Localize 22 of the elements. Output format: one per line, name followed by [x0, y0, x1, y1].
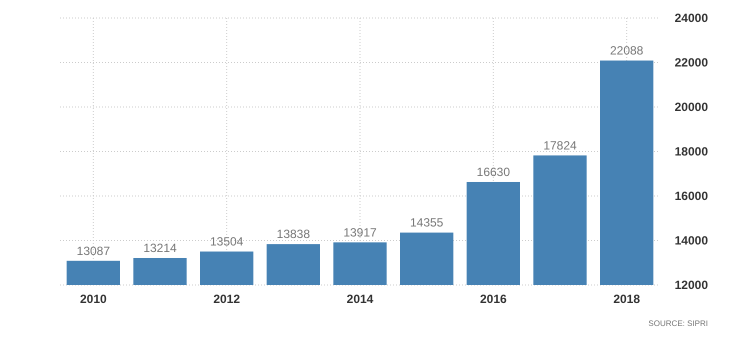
y-tick-label: 14000	[674, 234, 708, 248]
x-tick-label: 2012	[213, 292, 240, 306]
y-tick-label: 22000	[674, 56, 708, 70]
x-tick-label: 2010	[80, 292, 108, 306]
x-tick-label: 2014	[346, 292, 374, 306]
data-label: 22088	[610, 44, 644, 58]
y-tick-label: 12000	[674, 278, 708, 292]
source-note: SOURCE: SIPRI	[648, 319, 708, 328]
data-label: 13087	[76, 244, 110, 258]
y-tick-label: 16000	[674, 189, 708, 203]
data-label: 13917	[343, 225, 378, 240]
data-label: 17824	[543, 138, 578, 152]
y-tick-label: 18000	[674, 144, 708, 158]
y-tick-label: 24000	[674, 11, 708, 25]
data-label: 16630	[476, 164, 510, 179]
data-label: 14355	[410, 216, 444, 230]
x-tick-label: 2016	[480, 292, 508, 306]
data-label: 13838	[276, 227, 310, 242]
data-label: 13504	[210, 234, 244, 249]
y-tick-label: 20000	[674, 100, 708, 114]
data-label: 13214	[143, 240, 178, 255]
x-tick-label: 2018	[613, 292, 640, 306]
